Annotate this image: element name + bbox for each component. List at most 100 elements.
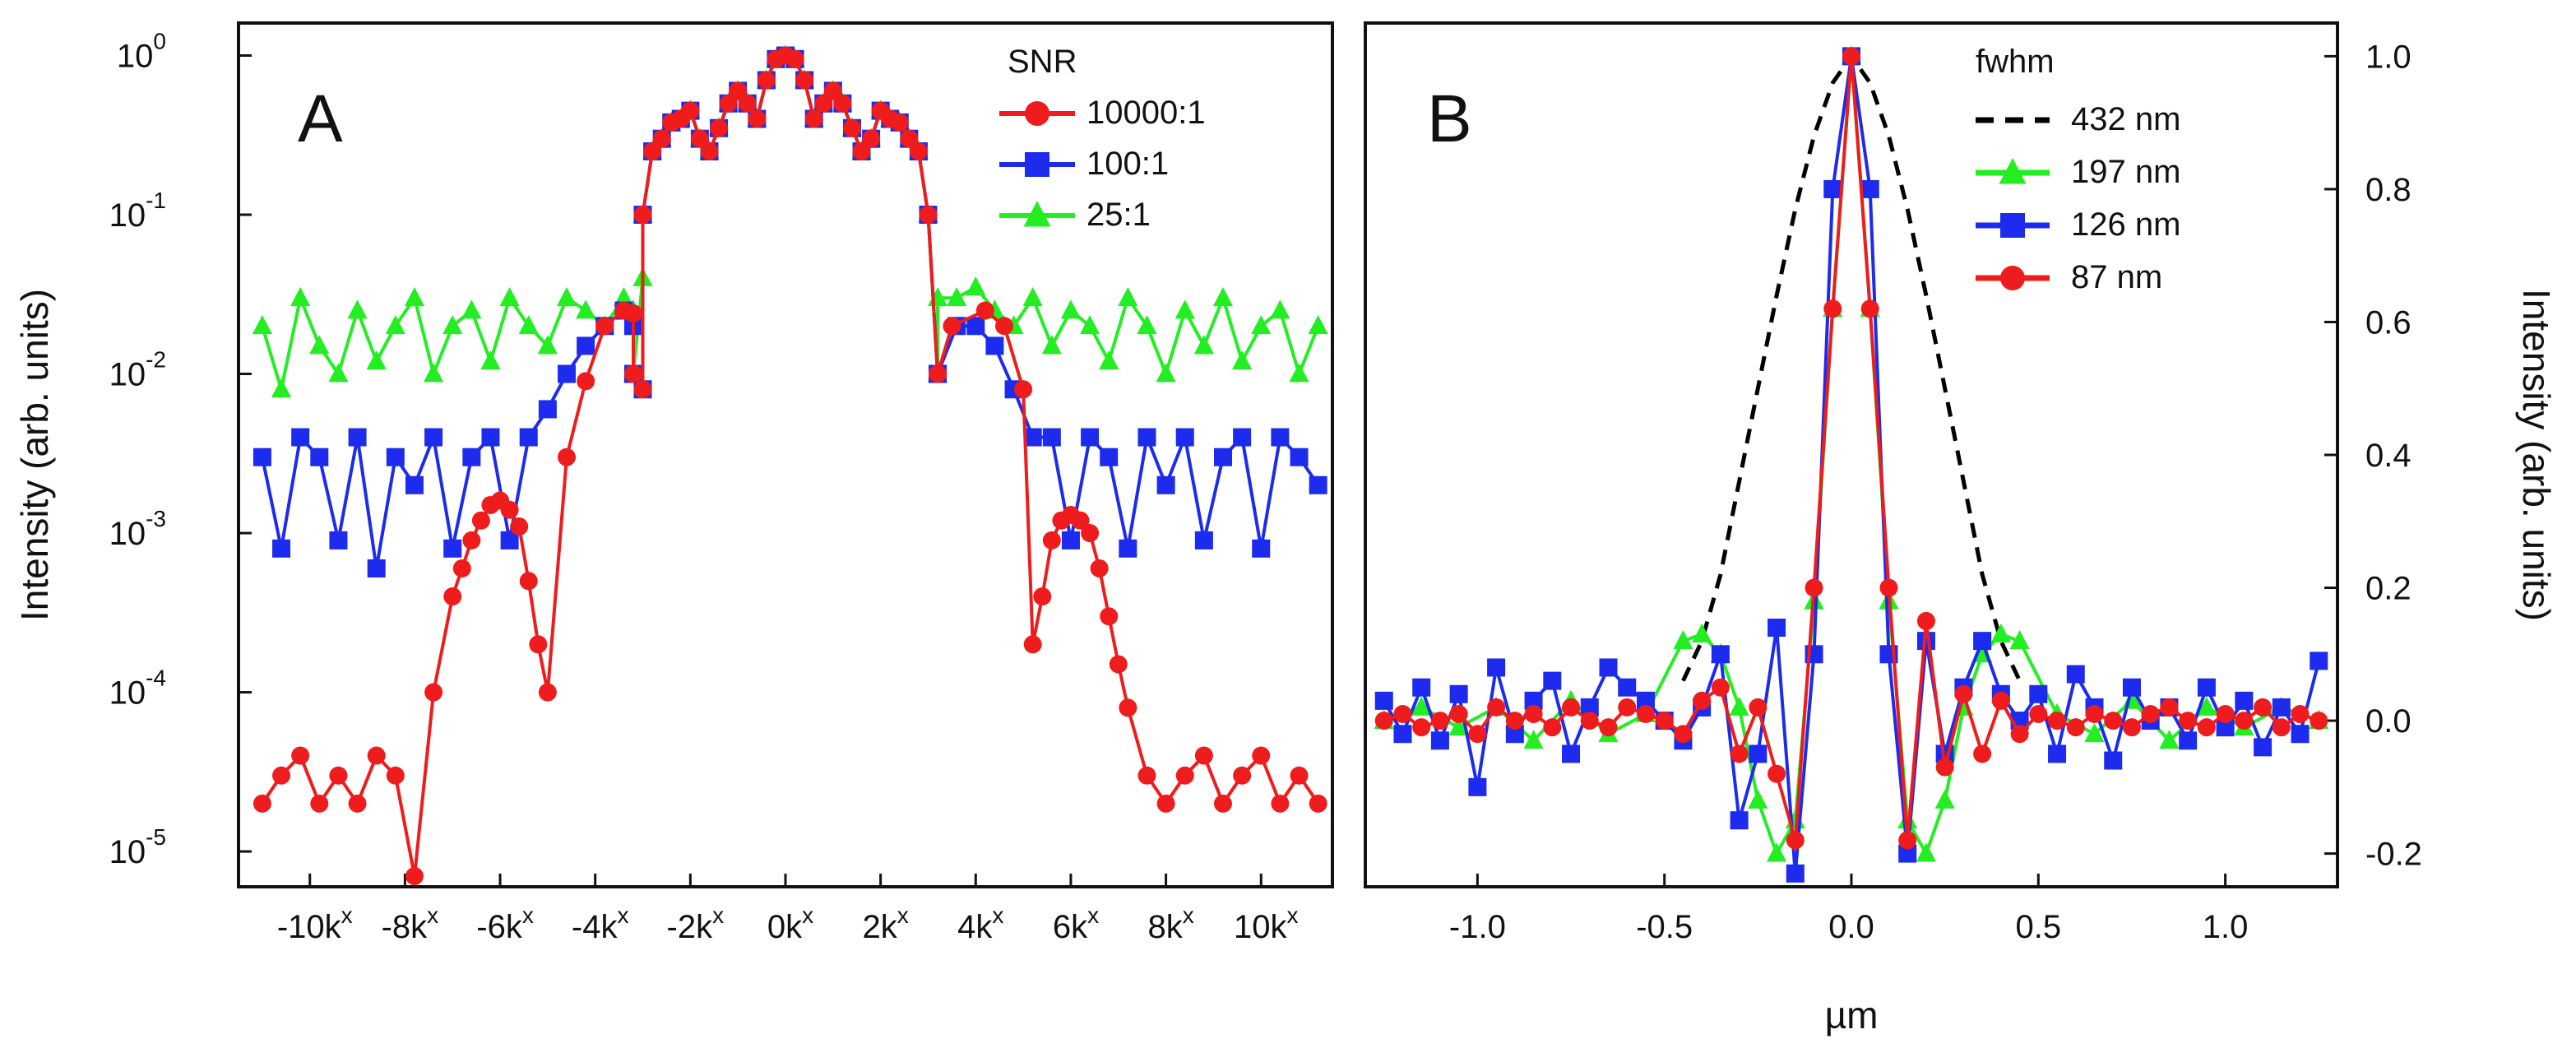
data-point-a <box>1270 299 1290 319</box>
data-point-b <box>1487 658 1506 677</box>
data-point-a <box>405 475 424 494</box>
x-tick-label-b: -0.5 <box>1636 909 1693 945</box>
data-point-b <box>2104 712 2123 730</box>
data-point-b <box>1543 671 1562 690</box>
data-point-a <box>729 81 748 100</box>
x-tick-label-b: 1.0 <box>2203 909 2249 945</box>
data-point-b <box>1766 842 1787 862</box>
data-point-b <box>1562 744 1581 763</box>
data-point-a <box>1071 511 1090 530</box>
data-point-b <box>1730 811 1749 830</box>
x-tick-label-b: -1.0 <box>1449 909 1506 945</box>
data-point-b <box>2010 725 2029 744</box>
data-point-a <box>518 315 539 335</box>
data-point-b <box>1786 864 1805 883</box>
data-point-b <box>2196 696 2217 716</box>
data-point-a <box>1023 428 1042 447</box>
data-point-a <box>1252 539 1271 558</box>
data-point-a <box>1137 766 1156 785</box>
panel-letter-a: A <box>298 81 343 156</box>
data-point-a <box>423 363 444 383</box>
data-point-a <box>900 129 919 148</box>
data-point-a <box>814 94 833 113</box>
data-point-a <box>462 531 481 550</box>
y-tick-label-b: 0.6 <box>2365 304 2412 341</box>
legend-marker-a <box>1023 201 1051 227</box>
data-point-a <box>1081 428 1100 447</box>
data-point-b <box>1412 678 1431 697</box>
data-point-b <box>1505 725 1524 744</box>
data-point-b <box>1636 705 1655 723</box>
data-point-b <box>1823 299 1842 318</box>
data-point-b <box>2291 725 2310 744</box>
data-point-a <box>795 71 814 90</box>
data-point-a <box>480 350 501 370</box>
legend-marker-b <box>1999 158 2027 184</box>
data-point-a <box>1271 794 1290 813</box>
data-point-b <box>1412 718 1431 737</box>
data-point-b <box>1393 705 1412 723</box>
x-tick-label-a: 6kx <box>1053 902 1099 945</box>
data-point-b <box>1990 623 2011 642</box>
data-point-a <box>833 94 852 113</box>
data-point-b <box>1768 619 1786 637</box>
data-point-a <box>461 299 482 319</box>
data-point-b <box>2122 718 2141 737</box>
data-point-b <box>1505 712 1524 730</box>
data-point-a <box>272 766 291 785</box>
y-axis-label-b: Intensity (arb. units) <box>2515 289 2558 621</box>
data-point-a <box>1174 299 1195 319</box>
legend-label-b: 432 nm <box>2071 101 2180 137</box>
data-point-a <box>748 109 767 128</box>
data-point-a <box>595 317 614 336</box>
data-point-b <box>1618 698 1637 717</box>
data-point-a <box>1156 363 1176 383</box>
data-point-a <box>577 336 595 355</box>
y-tick-label-b: -0.2 <box>2365 837 2422 873</box>
data-point-a <box>1081 524 1100 543</box>
x-tick-label-a: -8kx <box>382 902 439 945</box>
data-point-b <box>2254 698 2273 717</box>
y-tick-label-a: 100 <box>117 29 166 75</box>
data-point-a <box>919 206 938 225</box>
data-point-a <box>290 286 311 307</box>
data-point-b <box>1729 696 1749 716</box>
data-point-a <box>291 746 310 765</box>
data-point-b <box>1449 684 1468 703</box>
data-point-b <box>1768 764 1786 783</box>
legend-marker-b <box>2000 213 2025 238</box>
data-point-a <box>1214 448 1232 466</box>
data-point-b <box>1991 691 2010 710</box>
data-point-a <box>309 335 330 355</box>
data-point-a <box>405 867 424 886</box>
panel-a: 100 10-1 10-2 10-3 10-4 10-5 -10kx -8kx -6kx -4kx… <box>13 21 1334 945</box>
data-point-b <box>1618 678 1637 697</box>
data-point-a <box>1194 531 1213 550</box>
data-point-a <box>462 448 481 466</box>
data-point-b <box>1430 731 1449 750</box>
data-point-b <box>2160 698 2179 717</box>
data-point-a <box>890 113 909 132</box>
data-point-b <box>2272 718 2291 737</box>
data-point-a <box>909 142 928 161</box>
data-point-a <box>862 129 881 148</box>
data-point-b <box>1599 718 1618 737</box>
data-point-b <box>1749 698 1768 717</box>
data-point-b <box>1523 730 1544 749</box>
data-point-a <box>1041 335 1062 355</box>
legend-label-a: 25:1 <box>1086 197 1151 233</box>
data-point-a <box>710 118 729 137</box>
data-point-a <box>633 206 652 225</box>
data-point-b <box>1636 691 1655 710</box>
data-point-a <box>1290 766 1309 785</box>
data-point-b <box>2272 698 2291 717</box>
y-tick-label-a: 10-3 <box>109 506 166 552</box>
data-point-a <box>424 683 443 702</box>
data-point-b <box>2048 712 2067 730</box>
data-point-a <box>1309 475 1327 494</box>
data-point-b <box>1655 712 1674 730</box>
data-point-a <box>975 301 994 320</box>
data-point-b <box>2141 705 2160 723</box>
x-tick-label-a: 2kx <box>863 902 909 945</box>
data-point-a <box>558 448 576 466</box>
